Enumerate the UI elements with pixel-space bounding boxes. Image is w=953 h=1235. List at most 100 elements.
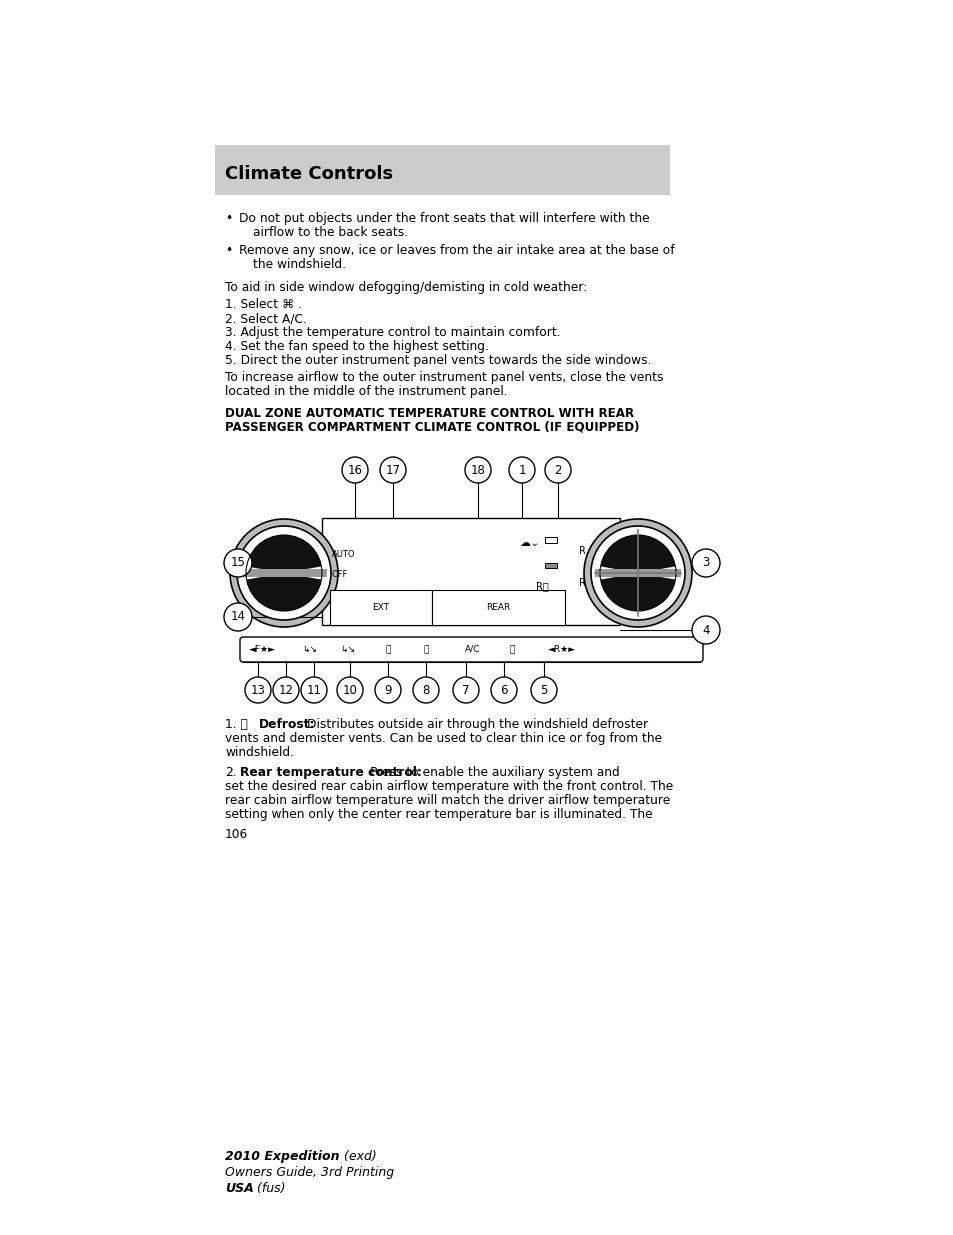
Text: ◄R★►: ◄R★► [547, 645, 576, 655]
Text: (exd): (exd) [339, 1150, 376, 1163]
Bar [432, 590, 564, 625]
Circle shape [336, 677, 363, 703]
Circle shape [531, 677, 557, 703]
Text: 15: 15 [231, 557, 245, 569]
Text: 3: 3 [701, 557, 709, 569]
Text: 5: 5 [539, 683, 547, 697]
Wedge shape [246, 535, 321, 573]
Circle shape [590, 526, 684, 620]
Circle shape [230, 519, 337, 627]
Circle shape [413, 677, 438, 703]
Text: •: • [225, 245, 232, 257]
Text: 14: 14 [231, 610, 245, 624]
Text: Defrost:: Defrost: [258, 718, 315, 731]
Bar [214, 144, 669, 195]
Bar [330, 590, 432, 625]
Text: 8: 8 [422, 683, 429, 697]
Wedge shape [600, 573, 675, 611]
Text: 3. Adjust the temperature control to maintain comfort.: 3. Adjust the temperature control to mai… [225, 326, 560, 338]
Wedge shape [246, 573, 321, 611]
Circle shape [491, 677, 517, 703]
Text: 1: 1 [517, 463, 525, 477]
Text: rear cabin airflow temperature will match the driver airflow temperature: rear cabin airflow temperature will matc… [225, 794, 670, 806]
Circle shape [273, 677, 298, 703]
Text: Owners Guide, 3rd Printing: Owners Guide, 3rd Printing [225, 1166, 394, 1179]
Text: ⛆: ⛆ [423, 645, 428, 655]
Text: A/C: A/C [465, 645, 480, 655]
Text: EXT: EXT [372, 603, 389, 613]
FancyBboxPatch shape [240, 637, 702, 662]
Text: R: R [578, 578, 585, 588]
Text: 17: 17 [385, 463, 400, 477]
Text: Distributes outside air through the windshield defroster: Distributes outside air through the wind… [307, 718, 647, 731]
Text: (fus): (fus) [253, 1182, 285, 1195]
Text: •: • [225, 212, 232, 225]
Circle shape [224, 550, 252, 577]
Circle shape [236, 526, 331, 620]
Circle shape [453, 677, 478, 703]
Text: 4: 4 [701, 624, 709, 636]
Text: 11: 11 [306, 683, 321, 697]
Text: 7: 7 [462, 683, 469, 697]
Text: 6: 6 [499, 683, 507, 697]
Text: the windshield.: the windshield. [253, 258, 346, 270]
Text: R: R [578, 546, 585, 556]
Text: 5. Direct the outer instrument panel vents towards the side windows.: 5. Direct the outer instrument panel ven… [225, 354, 651, 367]
Circle shape [224, 603, 252, 631]
Wedge shape [600, 535, 675, 573]
Text: 106: 106 [225, 827, 248, 841]
Text: ↳↘: ↳↘ [340, 645, 355, 655]
Circle shape [464, 457, 491, 483]
Text: OFF: OFF [332, 571, 348, 579]
Text: 10: 10 [342, 683, 357, 697]
Text: 18: 18 [470, 463, 485, 477]
Bar [595, 569, 680, 577]
Text: To aid in side window defogging/demisting in cold weather:: To aid in side window defogging/demistin… [225, 282, 586, 294]
Text: 12: 12 [278, 683, 294, 697]
Text: 16: 16 [347, 463, 362, 477]
Circle shape [691, 550, 720, 577]
Circle shape [245, 677, 271, 703]
Text: ⛄: ⛄ [509, 645, 515, 655]
Text: DUAL ZONE AUTOMATIC TEMPERATURE CONTROL WITH REAR: DUAL ZONE AUTOMATIC TEMPERATURE CONTROL … [225, 408, 634, 420]
Circle shape [301, 677, 327, 703]
Text: vents and demister vents. Can be used to clear thin ice or fog from the: vents and demister vents. Can be used to… [225, 732, 661, 745]
Circle shape [509, 457, 535, 483]
Text: ↳↘: ↳↘ [302, 645, 317, 655]
Text: To increase airflow to the outer instrument panel vents, close the vents: To increase airflow to the outer instrum… [225, 370, 662, 384]
Text: 1. ⒫: 1. ⒫ [225, 718, 248, 731]
Text: PASSENGER COMPARTMENT CLIMATE CONTROL (IF EQUIPPED): PASSENGER COMPARTMENT CLIMATE CONTROL (I… [225, 420, 639, 433]
Circle shape [691, 616, 720, 643]
Circle shape [341, 457, 368, 483]
Circle shape [583, 519, 691, 627]
Text: REAR: REAR [486, 603, 510, 613]
Text: Rear temperature control:: Rear temperature control: [240, 766, 421, 779]
Text: AUTO: AUTO [332, 550, 355, 559]
Text: Press to enable the auxiliary system and: Press to enable the auxiliary system and [370, 766, 619, 779]
Text: Climate Controls: Climate Controls [225, 165, 393, 183]
Text: airflow to the back seats.: airflow to the back seats. [253, 226, 408, 240]
Text: located in the middle of the instrument panel.: located in the middle of the instrument … [225, 385, 507, 398]
Text: setting when only the center rear temperature bar is illuminated. The: setting when only the center rear temper… [225, 808, 652, 821]
Text: 2.: 2. [225, 766, 236, 779]
Bar [544, 563, 557, 568]
Circle shape [379, 457, 406, 483]
Text: 4. Set the fan speed to the highest setting.: 4. Set the fan speed to the highest sett… [225, 340, 488, 353]
Text: ⤷: ⤷ [385, 645, 391, 655]
Text: ☁⌄: ☁⌄ [519, 538, 539, 548]
Bar [322, 517, 619, 625]
Text: 2. Select A/C.: 2. Select A/C. [225, 312, 307, 325]
Text: USA: USA [225, 1182, 253, 1195]
Text: ◄F★►: ◄F★► [248, 645, 275, 655]
Text: 1. Select ⌘ .: 1. Select ⌘ . [225, 298, 302, 311]
Text: 2: 2 [554, 463, 561, 477]
Bar [544, 537, 557, 543]
Text: 13: 13 [251, 683, 265, 697]
Bar [241, 569, 327, 577]
Text: R⓷: R⓷ [535, 580, 548, 592]
Text: 2010 Expedition: 2010 Expedition [225, 1150, 339, 1163]
Circle shape [375, 677, 400, 703]
Text: windshield.: windshield. [225, 746, 294, 760]
Text: Do not put objects under the front seats that will interfere with the: Do not put objects under the front seats… [239, 212, 649, 225]
Text: set the desired rear cabin airflow temperature with the front control. The: set the desired rear cabin airflow tempe… [225, 781, 673, 793]
